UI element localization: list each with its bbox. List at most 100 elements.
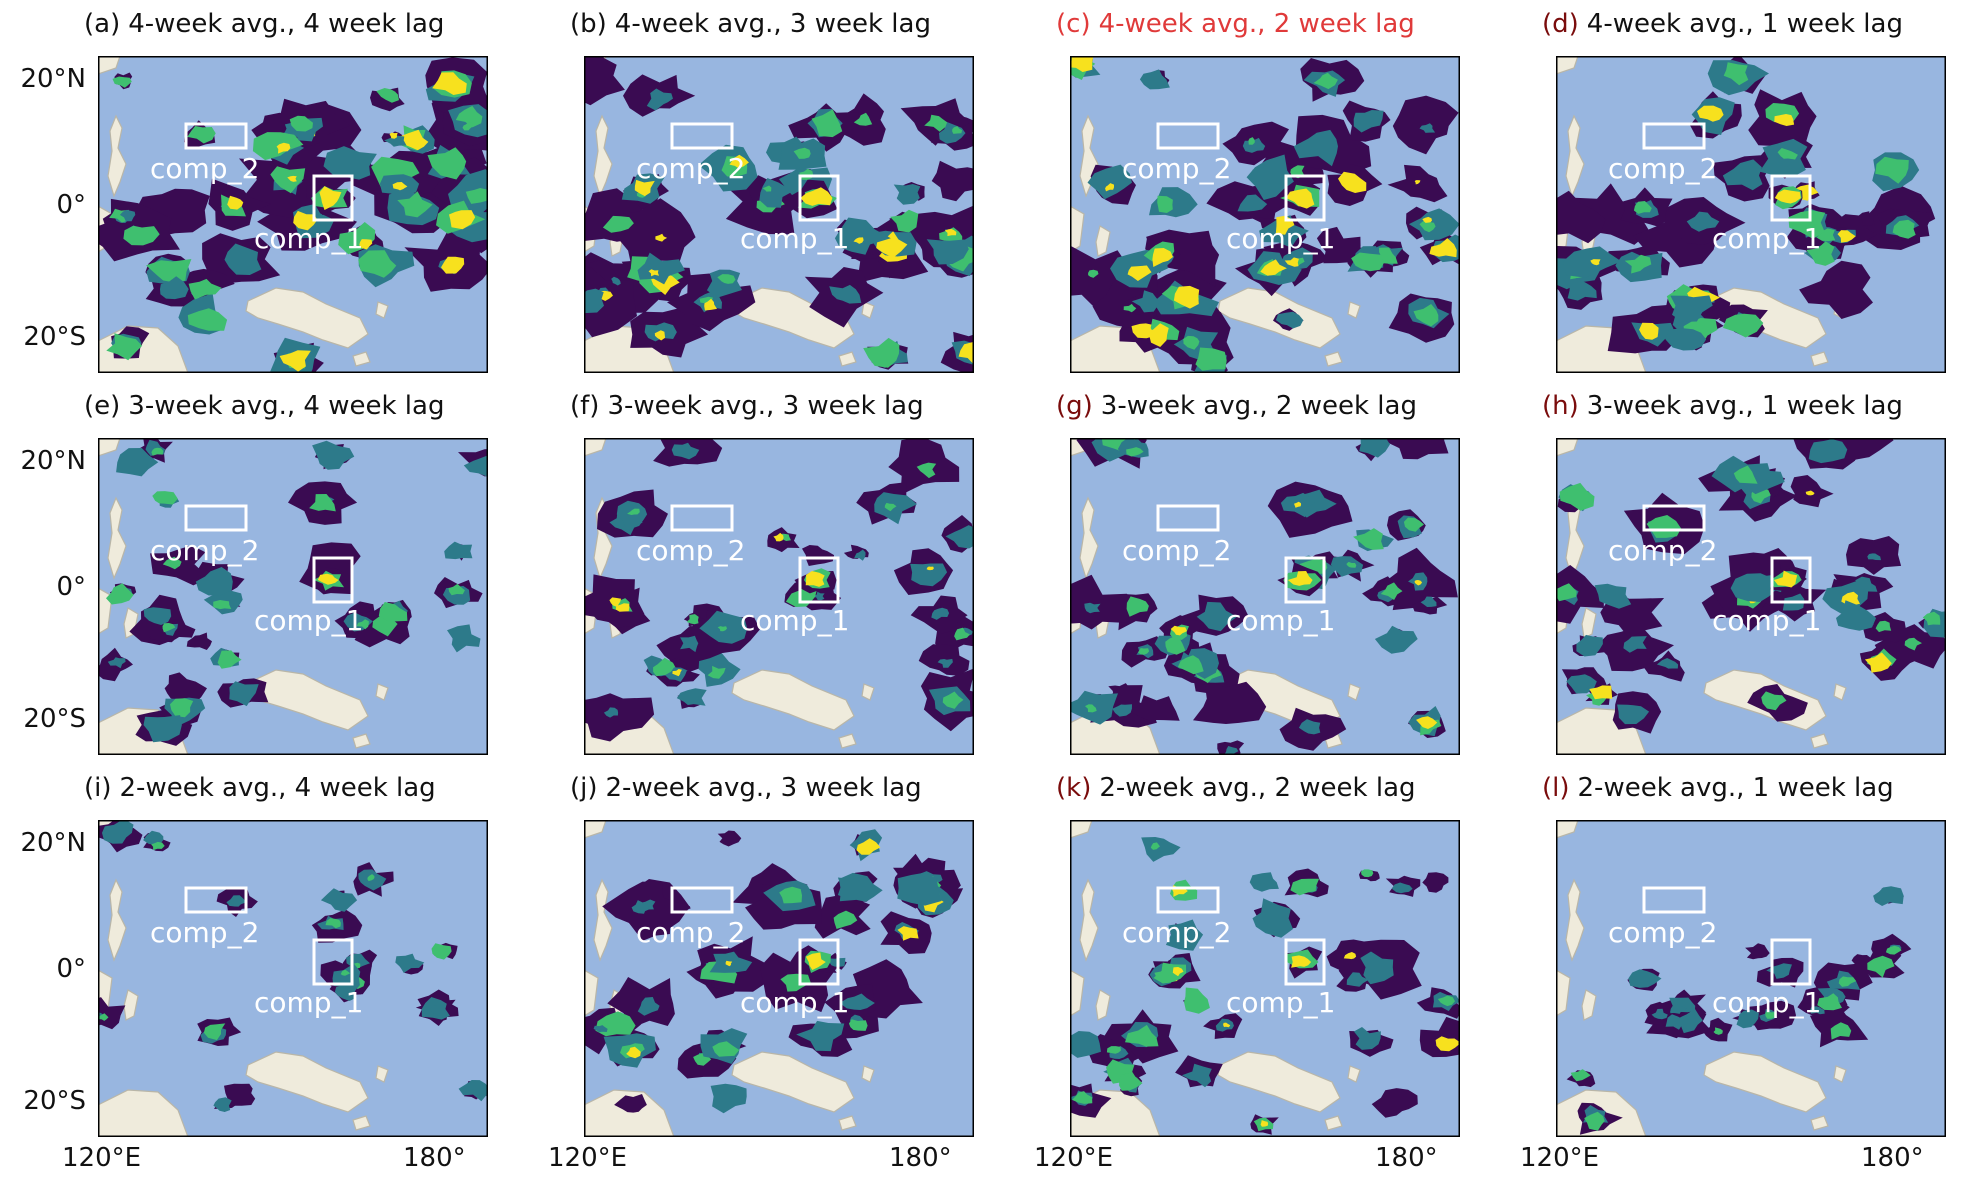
anomaly-mid — [444, 541, 473, 560]
lon-tick-label: 120°E — [548, 1143, 628, 1173]
anomaly-peak — [615, 603, 630, 612]
anomaly-mid — [838, 872, 883, 902]
comp-2-box — [1642, 886, 1706, 914]
anomaly-high — [952, 126, 963, 134]
panel-caption: 4-week avg., 3 week lag — [614, 9, 931, 39]
map-canvas — [98, 820, 488, 1137]
anomaly-peak — [725, 960, 733, 967]
panel-letter: (e) — [84, 391, 121, 421]
comp-2-box — [1156, 886, 1220, 914]
anomaly-high — [1633, 201, 1652, 214]
anomaly-mid — [1224, 746, 1239, 755]
panel-caption: 4-week avg., 1 week lag — [1586, 9, 1903, 39]
land-mass — [98, 56, 121, 75]
anomaly-mid — [143, 715, 182, 743]
anomaly-peak — [773, 532, 784, 542]
anomaly-high — [1624, 254, 1652, 274]
anomaly-mid — [1670, 295, 1713, 322]
anomaly-mid — [1374, 625, 1418, 654]
anomaly-peak — [853, 237, 864, 244]
land-mass — [1556, 969, 1571, 1017]
comp-1-box — [798, 556, 840, 604]
anomaly-high — [1646, 515, 1682, 538]
land-mass — [352, 733, 371, 749]
anomaly-high — [217, 650, 242, 669]
anomaly-peak — [876, 231, 908, 258]
anomaly-peak — [441, 256, 465, 274]
anomaly-peak — [1589, 685, 1613, 700]
comp-1-label: comp_1 — [254, 604, 364, 637]
anomaly-peak — [1837, 230, 1856, 243]
anomaly-mid — [1873, 886, 1904, 906]
land-mass — [1070, 205, 1085, 253]
anomaly-mid — [229, 681, 259, 707]
anomaly-high — [1723, 62, 1749, 86]
anomaly-high — [325, 918, 341, 929]
anomaly-mid — [854, 549, 866, 561]
panel-title: (d) 4-week avg., 1 week lag — [1542, 7, 1962, 41]
lon-tick-label: 180° — [1375, 1143, 1438, 1173]
anomaly-high — [1126, 447, 1144, 457]
comp-1-box — [798, 174, 840, 222]
comp-2-box — [184, 886, 248, 914]
comp-2-label: comp_2 — [1608, 916, 1718, 949]
comp-2-box — [670, 886, 734, 914]
anomaly-high — [602, 215, 634, 233]
anomaly-peak — [1105, 183, 1114, 192]
anomaly-mid — [312, 440, 355, 470]
anomaly-mid — [1628, 969, 1662, 988]
anomaly-peak — [655, 233, 668, 242]
lon-tick-label: 180° — [889, 1143, 952, 1173]
panel-title: (k) 2-week avg., 2 week lag — [1056, 771, 1476, 805]
panel-caption: 3-week avg., 4 week lag — [128, 391, 445, 421]
map-panel-e: (e) 3-week avg., 4 week lag comp_2 comp_1 — [84, 391, 488, 755]
anomaly-high — [1088, 269, 1099, 278]
anomaly-peak — [648, 269, 659, 277]
anomaly-mid — [116, 448, 159, 477]
comp-2-box — [1156, 504, 1220, 532]
anomaly-mid — [631, 900, 649, 914]
panel-letter: (l) — [1542, 773, 1570, 803]
land-mass — [1556, 56, 1579, 75]
lat-tick-label: 20°N — [20, 64, 86, 94]
anomaly-peak — [1286, 188, 1315, 209]
map-frame — [98, 820, 488, 1137]
anomaly-mid — [593, 1025, 608, 1033]
anomaly-peak — [1172, 967, 1184, 977]
anomaly-high — [779, 886, 802, 904]
anomaly-high — [106, 333, 143, 361]
anomaly-mid — [1087, 164, 1132, 200]
land-mass — [245, 287, 369, 349]
land-mass — [1347, 301, 1361, 319]
lon-tick-label: 180° — [1861, 1143, 1924, 1173]
panel-caption: 3-week avg., 3 week lag — [607, 391, 924, 421]
anomaly-mid — [646, 88, 673, 111]
anomaly-mid — [1576, 634, 1603, 657]
panel-letter: (i) — [84, 773, 112, 803]
anomaly-peak — [805, 952, 826, 970]
panel-title: (a) 4-week avg., 4 week lag — [84, 7, 504, 41]
anomaly-mid — [102, 820, 134, 844]
comp-1-label: comp_1 — [1226, 604, 1336, 637]
anomaly-mid — [1623, 636, 1647, 653]
comp-2-label: comp_2 — [1122, 152, 1232, 185]
land-mass — [1095, 225, 1111, 257]
comp-2-label: comp_2 — [636, 916, 746, 949]
anomaly-peak — [1173, 285, 1200, 309]
land-mass — [731, 287, 855, 349]
anomaly-mid — [1141, 837, 1181, 862]
land-mass — [107, 878, 127, 962]
anomaly-high — [717, 274, 736, 284]
anomaly-high — [811, 109, 843, 138]
map-panel-k: (k) 2-week avg., 2 week lag comp_2 comp_1 — [1056, 773, 1460, 1137]
anomaly-peak — [1639, 322, 1659, 340]
anomaly-high — [793, 147, 811, 159]
panel-title: (e) 3-week avg., 4 week lag — [84, 389, 504, 423]
anomaly-high — [367, 874, 375, 882]
lat-tick-label: 20°S — [23, 322, 86, 352]
comp-1-box — [1284, 174, 1326, 222]
land-mass — [1810, 1115, 1829, 1131]
anomaly-low — [1790, 475, 1834, 508]
anomaly-mid — [812, 591, 825, 601]
